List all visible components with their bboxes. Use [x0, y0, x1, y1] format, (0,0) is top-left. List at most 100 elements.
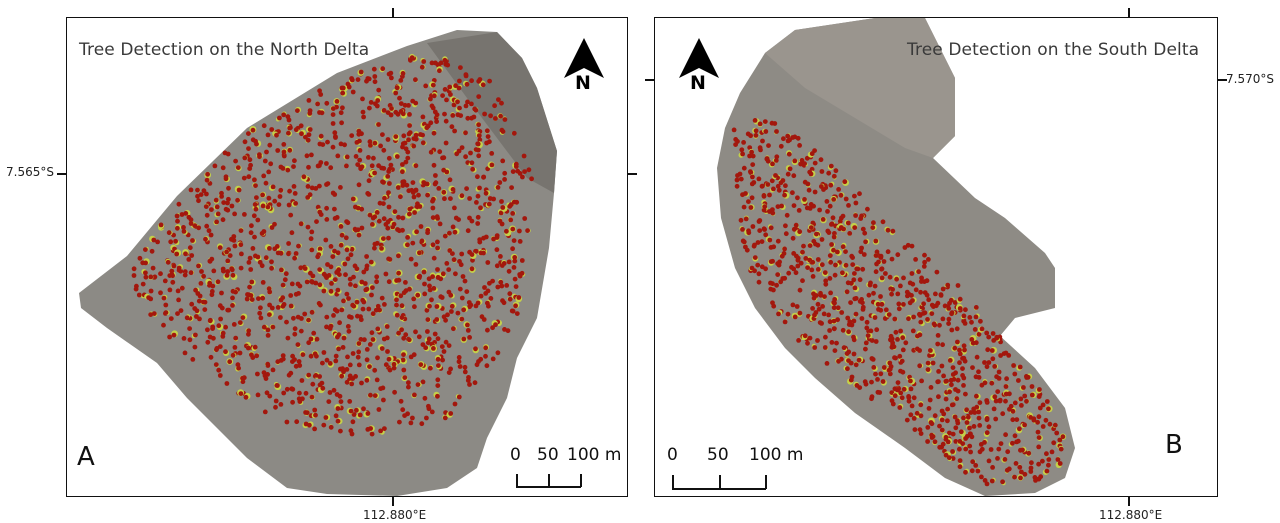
tree-detection-point	[778, 279, 784, 285]
map-panel-north-delta[interactable]: Tree Detection on the North Delta N A 0 …	[66, 17, 628, 497]
tree-detection-point	[143, 270, 148, 276]
tree-detection-point	[324, 161, 329, 166]
tree-detection-point	[785, 171, 791, 177]
tree-detection-point	[151, 237, 157, 243]
tree-detection-point	[355, 313, 360, 319]
tree-detection-point	[308, 236, 314, 242]
tree-detection-point	[392, 389, 397, 395]
tree-detection-point	[370, 337, 376, 342]
tree-detection-point	[809, 151, 815, 157]
tree-detection-point	[976, 415, 982, 421]
tree-detection-point	[963, 446, 969, 452]
tree-detection-point	[309, 229, 315, 235]
tree-detection-point	[946, 455, 952, 461]
tree-detection-point	[781, 136, 786, 142]
tree-detection-point	[986, 424, 992, 430]
tree-detection-point	[904, 417, 910, 423]
tree-detection-point	[368, 143, 373, 148]
tree-detection-point	[1012, 433, 1018, 439]
tree-detection-point	[281, 149, 287, 155]
tree-detection-point	[387, 166, 393, 172]
tree-detection-point	[324, 100, 330, 106]
tree-detection-point	[335, 418, 341, 424]
tree-detection-point	[304, 153, 310, 159]
tree-detection-point	[175, 218, 180, 224]
tree-detection-point	[916, 269, 921, 275]
tree-detection-point	[420, 379, 426, 385]
tree-detection-point	[161, 295, 167, 301]
tree-detection-point	[984, 416, 990, 421]
tree-detection-point	[929, 302, 935, 308]
tree-detection-point	[223, 174, 229, 180]
tree-detection-point	[190, 238, 195, 243]
tree-detection-point	[911, 416, 917, 421]
tree-detection-point	[843, 196, 849, 202]
tree-detection-point	[361, 299, 367, 305]
tree-detection-point	[502, 177, 507, 182]
tree-detection-point	[925, 317, 930, 322]
tree-detection-point	[485, 327, 490, 333]
tree-detection-point	[802, 197, 807, 202]
tree-detection-point	[800, 249, 805, 255]
tree-detection-point	[298, 328, 304, 334]
tree-detection-point	[924, 278, 930, 284]
map-panel-south-delta[interactable]: Tree Detection on the South Delta N B 0 …	[654, 17, 1218, 497]
tree-detection-point	[318, 212, 324, 218]
tree-detection-point	[216, 323, 222, 329]
tree-detection-point	[858, 249, 864, 255]
tree-detection-point	[175, 225, 180, 231]
tree-detection-point	[946, 306, 952, 311]
tree-detection-point	[812, 189, 818, 195]
tree-detection-point	[338, 428, 343, 434]
tree-detection-point	[1017, 364, 1023, 370]
tree-detection-point	[859, 316, 865, 321]
tree-detection-point	[408, 420, 414, 426]
tree-detection-point	[199, 269, 204, 274]
tree-detection-point	[922, 252, 927, 258]
tree-detection-point	[910, 298, 915, 303]
tree-detection-point	[514, 311, 520, 316]
tree-detection-point	[447, 177, 453, 183]
tree-detection-point	[997, 398, 1003, 404]
tree-detection-point	[880, 219, 886, 225]
tree-detection-point	[301, 174, 307, 180]
tree-detection-point	[168, 239, 174, 245]
tree-detection-point	[435, 267, 440, 272]
tree-detection-point	[984, 430, 990, 436]
tree-detection-point	[292, 357, 297, 362]
tree-detection-point	[836, 187, 841, 192]
tree-detection-point	[435, 383, 441, 388]
tree-detection-point	[248, 162, 254, 168]
tree-detection-point	[407, 123, 412, 128]
tree-detection-point	[365, 427, 371, 432]
tree-detection-point	[873, 269, 879, 275]
tree-detection-point	[335, 287, 341, 293]
tree-detection-point	[731, 127, 737, 133]
tree-detection-point	[493, 322, 498, 328]
scale-label-100: 100 m	[749, 445, 804, 465]
tree-detection-point	[140, 260, 146, 266]
lon-label-south: 112.880°E	[1099, 508, 1163, 522]
tree-detection-point	[238, 228, 244, 234]
tree-detection-point	[340, 105, 345, 111]
tree-detection-point	[746, 199, 751, 205]
tree-detection-point	[315, 254, 321, 260]
tree-detection-point	[858, 216, 864, 221]
tree-detection-point	[413, 163, 419, 169]
tree-detection-point	[414, 229, 419, 235]
tree-detection-point	[469, 101, 474, 107]
tree-detection-point	[403, 159, 409, 165]
tree-detection-point	[308, 336, 314, 342]
tree-detection-point	[1057, 461, 1063, 466]
tree-detection-point	[381, 216, 387, 222]
tree-detection-point	[324, 275, 329, 280]
tree-detection-point	[499, 127, 505, 133]
tree-detection-point	[361, 114, 366, 120]
tree-detection-point	[306, 317, 311, 323]
tree-detection-point	[831, 197, 837, 202]
tree-detection-point	[440, 93, 445, 98]
tree-detection-point	[413, 329, 418, 335]
tree-detection-point	[354, 299, 360, 305]
tree-detection-point	[789, 264, 794, 270]
tree-detection-point	[332, 130, 338, 136]
